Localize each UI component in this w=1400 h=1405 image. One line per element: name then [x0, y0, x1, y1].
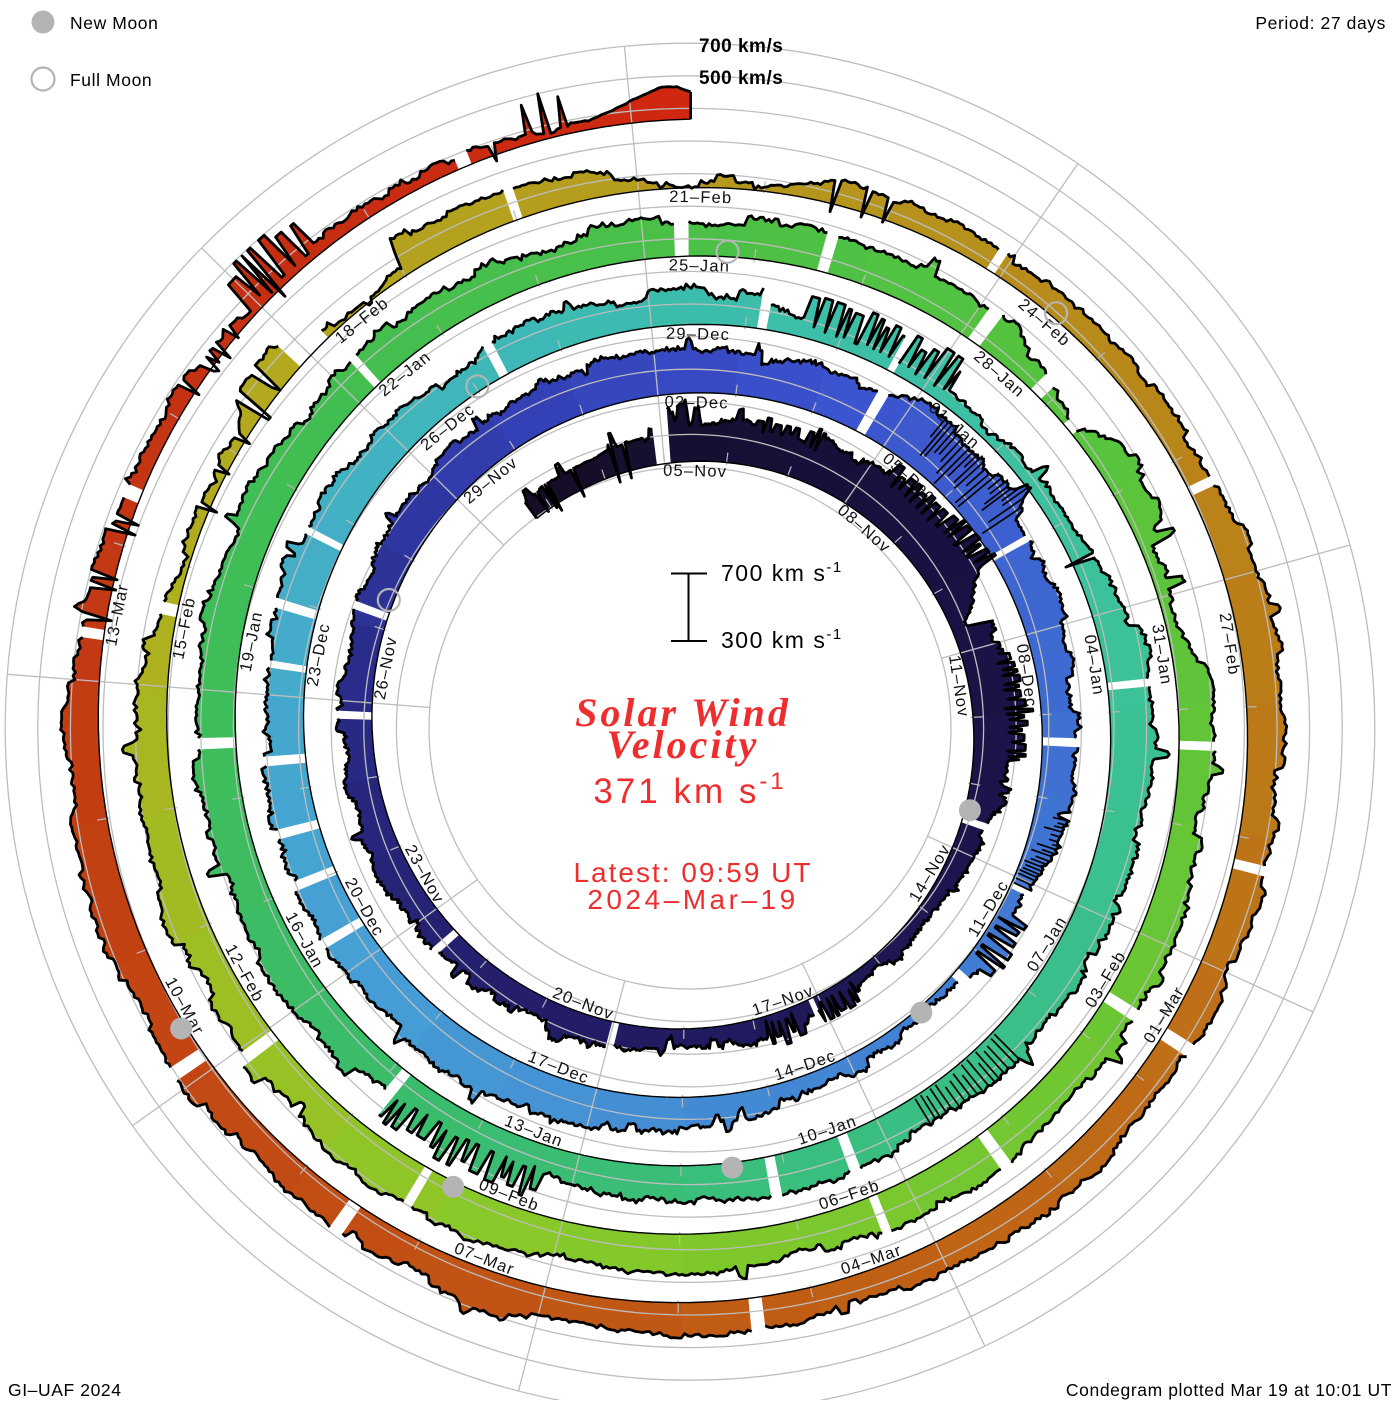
svg-text:371 km s-1: 371 km s-1: [593, 768, 786, 811]
svg-text:300 km s-1: 300 km s-1: [721, 626, 843, 653]
svg-text:Period: 27 days: Period: 27 days: [1255, 13, 1386, 33]
svg-text:Velocity: Velocity: [607, 722, 760, 767]
svg-text:29–Dec: 29–Dec: [666, 325, 730, 344]
svg-text:05–Nov: 05–Nov: [663, 462, 727, 481]
svg-text:Condegram plotted Mar 19 at 10: Condegram plotted Mar 19 at 10:01 UT: [1066, 1380, 1392, 1400]
svg-text:2024–Mar–19: 2024–Mar–19: [587, 884, 798, 915]
svg-text:21–Feb: 21–Feb: [669, 188, 733, 207]
svg-text:700 km s-1: 700 km s-1: [721, 559, 843, 586]
svg-text:Full Moon: Full Moon: [70, 70, 152, 90]
svg-text:700 km/s: 700 km/s: [699, 36, 783, 57]
svg-text:500 km/s: 500 km/s: [699, 68, 783, 89]
svg-text:New Moon: New Moon: [70, 13, 158, 33]
svg-text:GI–UAF 2024: GI–UAF 2024: [8, 1380, 122, 1400]
